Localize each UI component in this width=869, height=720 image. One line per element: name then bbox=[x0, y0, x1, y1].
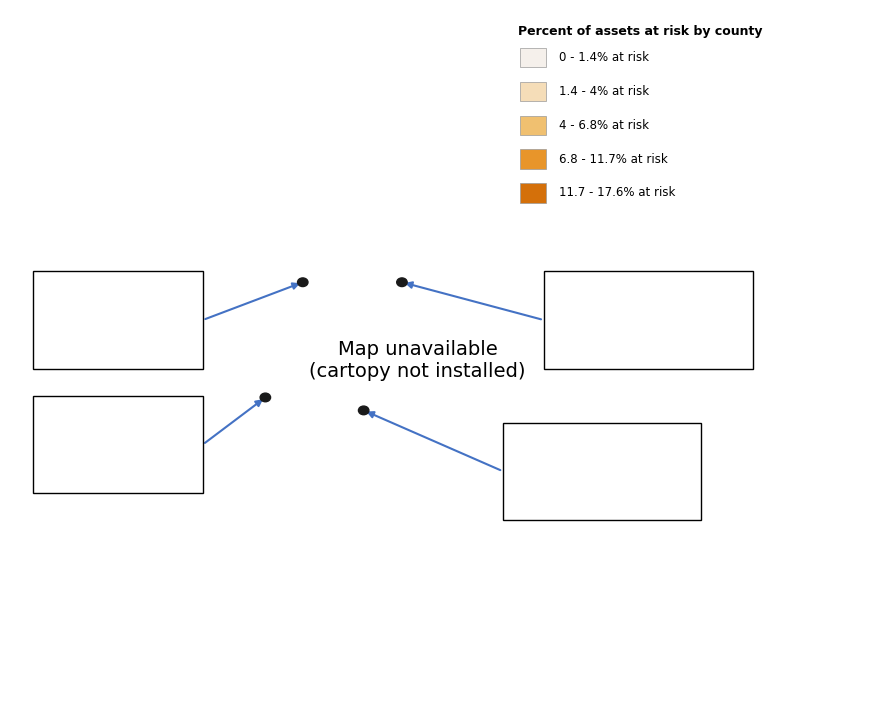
Text: Reading:: Reading: bbox=[42, 283, 109, 296]
Text: 11.7 - 17.6% at risk: 11.7 - 17.6% at risk bbox=[559, 186, 675, 199]
Text: at risk: at risk bbox=[552, 343, 594, 356]
Text: Percent of assets at risk by county: Percent of assets at risk by county bbox=[517, 25, 761, 38]
Text: Capital Value at: Capital Value at bbox=[552, 303, 657, 316]
Text: 1.4 - 4% at risk: 1.4 - 4% at risk bbox=[559, 85, 649, 98]
Text: 25%: 25% bbox=[117, 408, 151, 420]
Text: Capital Value at: Capital Value at bbox=[42, 303, 147, 316]
Text: 54%: 54% bbox=[111, 283, 144, 296]
Text: at risk: at risk bbox=[511, 495, 553, 508]
Text: assets at risk: assets at risk bbox=[42, 468, 129, 481]
Text: Capital Value at: Capital Value at bbox=[42, 428, 147, 441]
Text: 35%: 35% bbox=[634, 283, 668, 296]
Text: Sheffield:: Sheffield: bbox=[42, 408, 115, 420]
Text: Risk, 14% of assets: Risk, 14% of assets bbox=[552, 323, 680, 336]
Text: 29%: 29% bbox=[595, 434, 629, 447]
Text: 6.8 - 11.7% at risk: 6.8 - 11.7% at risk bbox=[559, 153, 667, 166]
Text: Map unavailable
(cartopy not installed): Map unavailable (cartopy not installed) bbox=[309, 340, 525, 380]
Text: 0 - 1.4% at risk: 0 - 1.4% at risk bbox=[559, 51, 648, 64]
Text: Doncaster:: Doncaster: bbox=[511, 434, 593, 447]
Text: Risk, 11% of assets: Risk, 11% of assets bbox=[511, 474, 640, 487]
Text: Risk, 16% of: Risk, 16% of bbox=[42, 323, 124, 336]
Text: Risk, 16% of: Risk, 16% of bbox=[42, 448, 124, 461]
Text: Capital Value at: Capital Value at bbox=[511, 454, 616, 467]
Text: Lewisham:: Lewisham: bbox=[552, 283, 632, 296]
Text: assets at risk: assets at risk bbox=[42, 343, 129, 356]
Text: 4 - 6.8% at risk: 4 - 6.8% at risk bbox=[559, 119, 648, 132]
